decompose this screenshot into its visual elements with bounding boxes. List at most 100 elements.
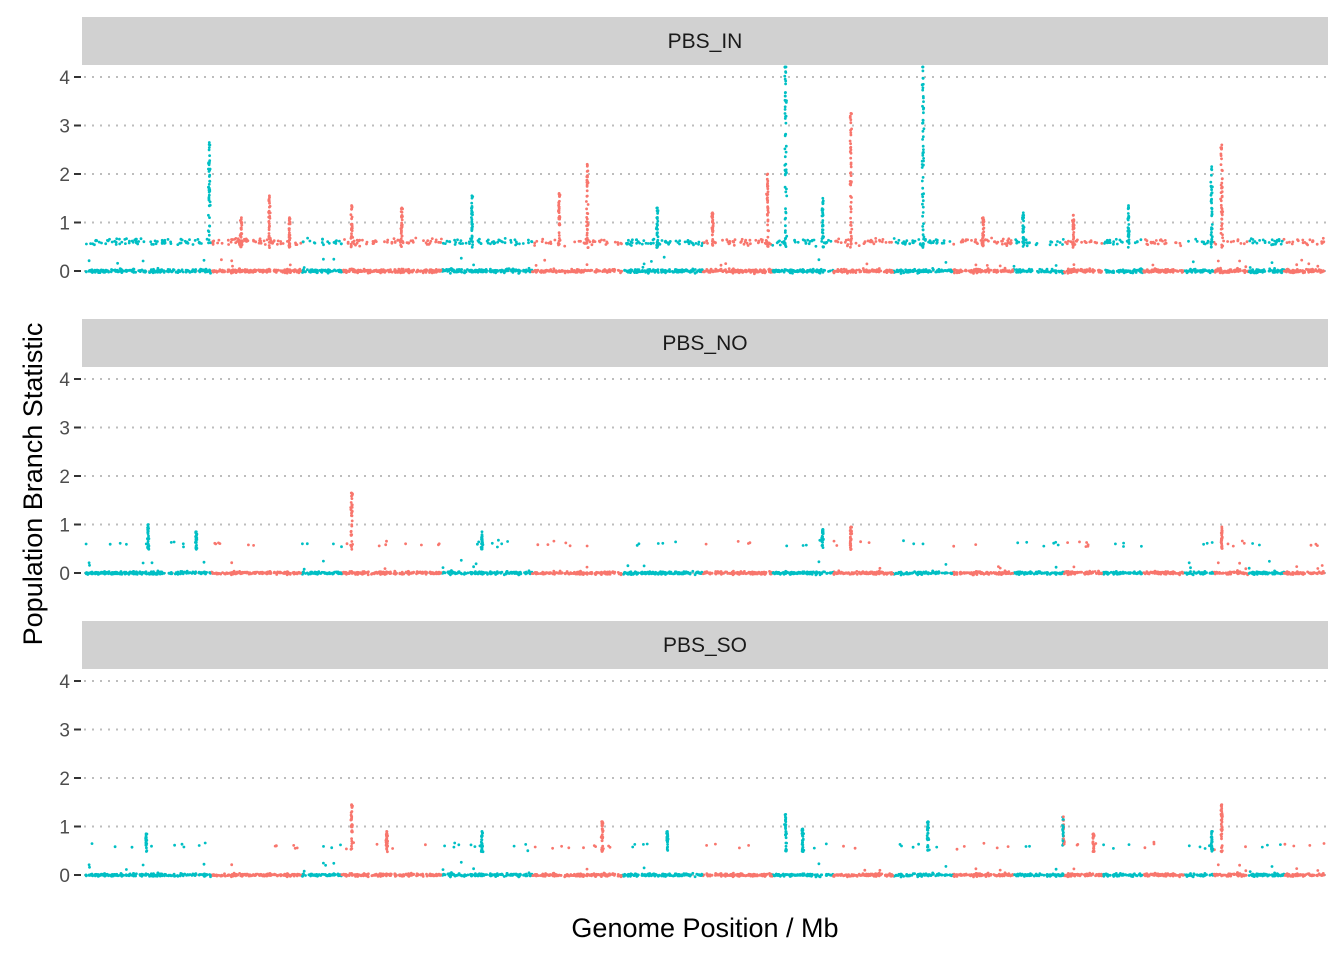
snp-point: [207, 230, 211, 234]
snp-point: [921, 65, 925, 69]
snp-point: [779, 269, 783, 273]
snp-point: [467, 240, 471, 244]
snp-point: [1279, 242, 1283, 246]
snp-point: [139, 237, 143, 241]
snp-point: [1316, 264, 1320, 268]
snp-point: [922, 148, 925, 152]
snp-point: [626, 564, 630, 568]
snp-point: [338, 239, 341, 243]
snp-point: [1126, 229, 1130, 233]
snp-point: [656, 235, 660, 239]
snp-point: [1209, 180, 1213, 184]
snp-point: [817, 271, 821, 275]
snp-point: [1275, 240, 1278, 244]
snp-point: [551, 270, 555, 274]
snp-point: [1125, 269, 1128, 273]
snp-point: [545, 268, 549, 272]
snp-point: [1154, 239, 1158, 242]
snp-point: [766, 244, 769, 248]
snp-point: [751, 269, 755, 273]
snp-point: [1220, 222, 1224, 226]
snp-point: [1209, 245, 1213, 249]
snp-point: [850, 237, 853, 240]
snp-point: [1219, 154, 1223, 158]
snp-point: [778, 243, 782, 247]
snp-point: [1307, 262, 1311, 266]
snp-point: [917, 269, 921, 273]
snp-point: [208, 143, 212, 147]
snp-point: [103, 269, 107, 273]
snp-point: [821, 228, 825, 232]
snp-point: [822, 241, 826, 245]
snp-point: [848, 182, 852, 186]
snp-point: [961, 238, 965, 242]
snp-point: [429, 269, 433, 273]
snp-point: [727, 267, 731, 271]
snp-point: [940, 269, 944, 273]
snp-points: [84, 491, 1326, 577]
snp-point: [534, 264, 538, 267]
snp-point: [374, 268, 378, 272]
snp-point: [1210, 238, 1214, 241]
snp-point: [1019, 269, 1022, 273]
snp-point: [800, 269, 804, 273]
snp-point: [533, 241, 537, 245]
snp-point: [921, 152, 925, 155]
snp-point: [544, 241, 548, 245]
snp-point: [295, 243, 299, 247]
snp-point: [643, 269, 647, 272]
snp-point: [981, 269, 985, 273]
snp-point: [721, 238, 724, 242]
snp-point: [672, 270, 676, 274]
snp-point: [784, 224, 787, 228]
snp-point: [921, 129, 925, 133]
snp-point: [966, 238, 969, 242]
snp-point: [820, 214, 824, 218]
snp-point: [1163, 239, 1167, 242]
snp-point: [683, 240, 687, 244]
snp-point: [783, 134, 787, 138]
snp-point: [849, 216, 852, 220]
snp-point: [656, 227, 659, 231]
snp-point: [288, 227, 291, 231]
snp-point: [1149, 241, 1153, 245]
snp-point: [828, 269, 832, 273]
snp-point: [459, 256, 463, 260]
snp-point: [370, 270, 374, 274]
snp-point: [1089, 240, 1093, 244]
snp-point: [1185, 269, 1188, 273]
facet-strip-label: PBS_NO: [662, 332, 747, 355]
snp-point: [1251, 241, 1255, 245]
snp-point: [1159, 238, 1163, 242]
snp-point: [798, 268, 802, 272]
snp-point: [664, 239, 667, 243]
snp-point: [220, 258, 223, 262]
snp-point: [1009, 239, 1013, 242]
snp-point: [470, 220, 474, 223]
snp-point: [470, 235, 474, 239]
snp-point: [464, 241, 468, 245]
snp-point: [1209, 233, 1213, 237]
snp-point: [634, 238, 638, 242]
snp-point: [422, 239, 425, 243]
snp-point: [118, 242, 122, 246]
snp-point: [972, 272, 975, 275]
snp-point: [577, 239, 581, 243]
snp-point: [839, 241, 843, 245]
snp-point: [1164, 241, 1168, 245]
snp-point: [272, 239, 276, 243]
snp-point: [585, 200, 588, 203]
snp-point: [1131, 269, 1135, 273]
snp-point: [932, 239, 936, 243]
snp-point: [441, 566, 445, 569]
snp-point: [862, 270, 866, 274]
snp-point: [349, 236, 353, 240]
snp-point: [279, 240, 283, 243]
snp-point: [603, 270, 607, 273]
snp-point: [880, 240, 884, 244]
snp-point: [1105, 269, 1109, 273]
snp-point: [194, 268, 198, 271]
snp-point: [1025, 270, 1029, 274]
snp-point: [479, 242, 483, 246]
